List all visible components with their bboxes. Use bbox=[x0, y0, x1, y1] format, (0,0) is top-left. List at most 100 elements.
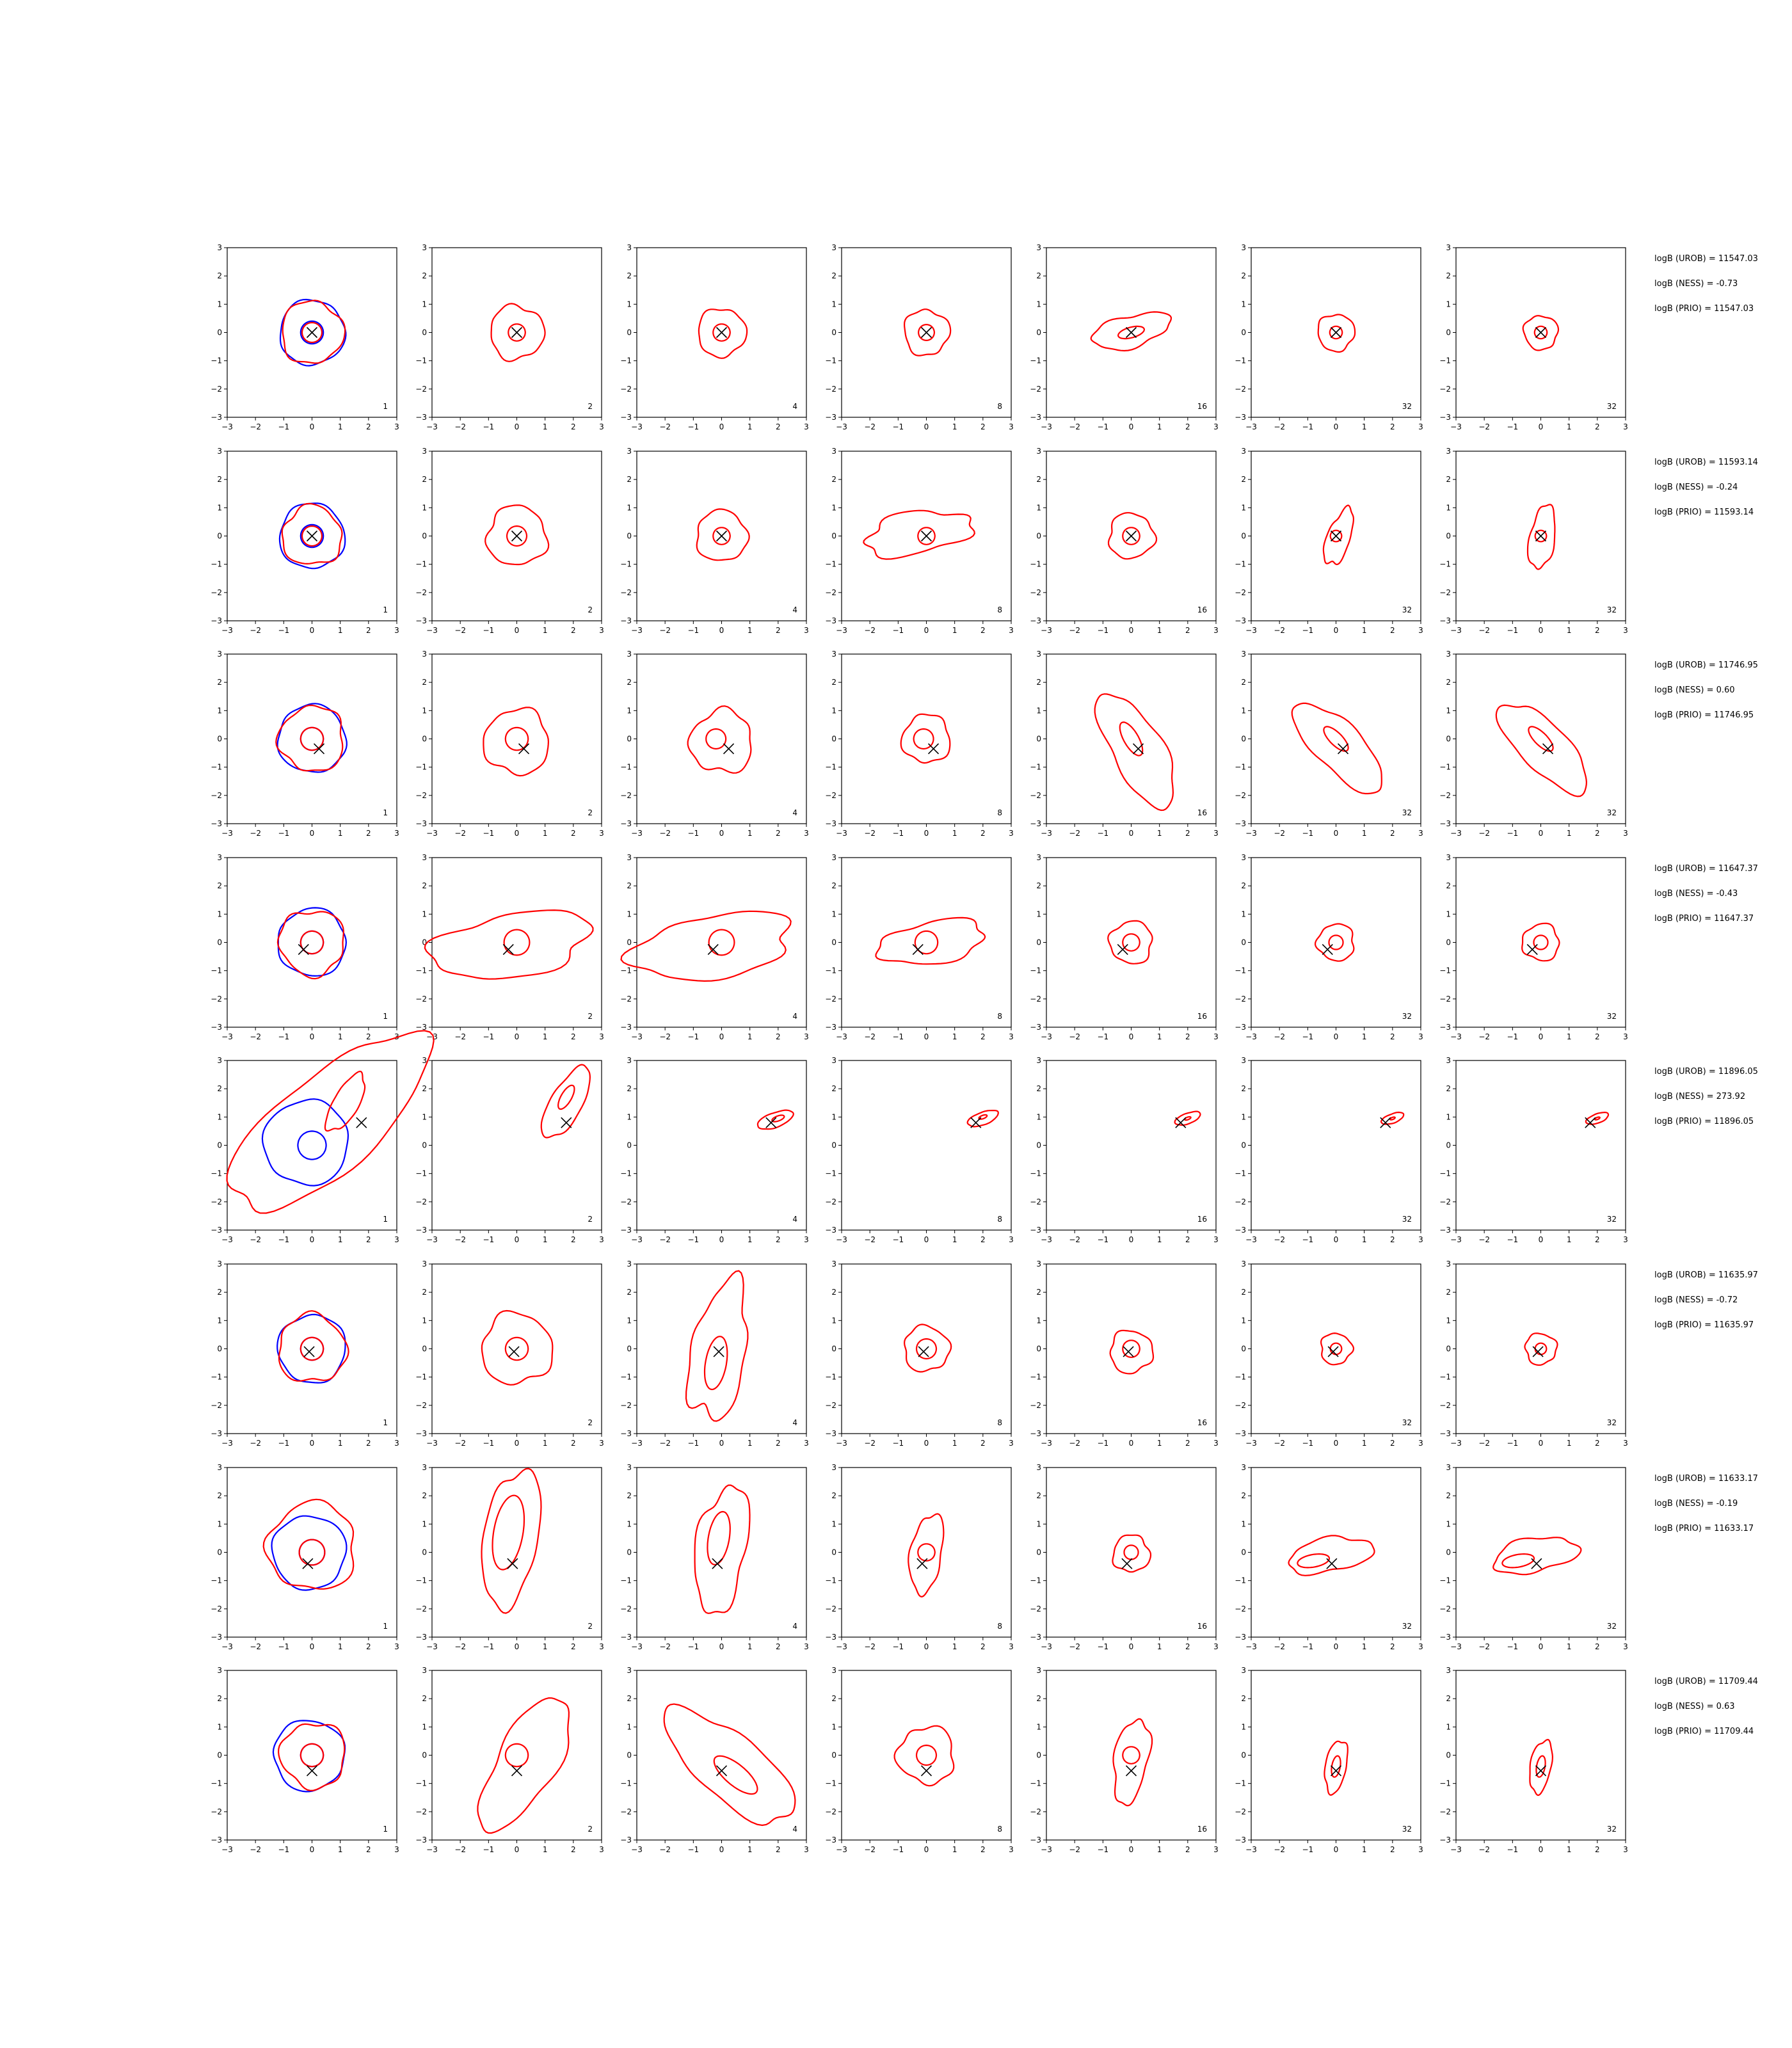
x-tick-label: 2 bbox=[366, 1642, 371, 1651]
x-tick-label: −1 bbox=[278, 1235, 289, 1244]
y-tick-label: −1 bbox=[620, 560, 632, 569]
x-tick-label: 0 bbox=[515, 1439, 520, 1448]
y-tick-label: 3 bbox=[1036, 1666, 1041, 1675]
x-tick-label: −1 bbox=[483, 1439, 494, 1448]
x-tick-label: −3 bbox=[631, 422, 643, 431]
y-tick-label: −2 bbox=[1235, 385, 1246, 394]
posterior-contour bbox=[903, 308, 952, 356]
posterior-contour bbox=[915, 1338, 938, 1360]
x-tick-label: 2 bbox=[1185, 1845, 1190, 1854]
y-tick-label: −1 bbox=[825, 356, 836, 365]
x-tick-label: 0 bbox=[515, 1032, 520, 1041]
x-tick-label: 3 bbox=[1623, 422, 1628, 431]
true-value-marker bbox=[716, 530, 728, 542]
y-tick-label: −1 bbox=[620, 966, 632, 975]
x-tick-label: 0 bbox=[1539, 829, 1544, 838]
y-tick-label: 2 bbox=[627, 475, 632, 484]
y-tick-label: −1 bbox=[1235, 763, 1246, 772]
logb-annotation: logB (NESS) = 0.63 bbox=[1654, 1702, 1735, 1711]
y-tick-label: −1 bbox=[620, 356, 632, 365]
y-tick-label: 0 bbox=[422, 1548, 427, 1557]
x-tick-label: −2 bbox=[1069, 626, 1080, 635]
posterior-contour bbox=[1117, 325, 1146, 340]
y-tick-label: 1 bbox=[831, 300, 836, 308]
y-tick-label: −3 bbox=[620, 819, 632, 828]
y-tick-label: 0 bbox=[422, 1141, 427, 1150]
posterior-contour bbox=[1534, 529, 1548, 543]
x-tick-label: −3 bbox=[1245, 422, 1257, 431]
y-tick-label: 3 bbox=[1446, 243, 1451, 252]
panel-r8-c7: −3−3 −2 −2 −1 −1 0 0 1 1 2 2 3 3 32 bbox=[1439, 1666, 1628, 1854]
y-tick-label: 1 bbox=[422, 1722, 427, 1731]
x-tick-label: −1 bbox=[278, 829, 289, 838]
y-tick-label: 0 bbox=[1241, 938, 1246, 947]
axes-frame bbox=[1455, 857, 1626, 1028]
y-tick-label: 1 bbox=[831, 1316, 836, 1325]
panel-r6-c1: −3−3 −2 −2 −1 −1 0 0 1 1 2 2 3 3 1 bbox=[211, 1260, 399, 1448]
x-tick-label: 1 bbox=[338, 1439, 343, 1448]
y-tick-label: 0 bbox=[422, 1751, 427, 1760]
logb-annotation: logB (UROB) = 11635.97 bbox=[1654, 1270, 1758, 1280]
posterior-contour bbox=[708, 929, 735, 956]
x-tick-label: 1 bbox=[1362, 1845, 1367, 1854]
posterior-contour bbox=[705, 728, 727, 750]
y-tick-label: 2 bbox=[1446, 475, 1451, 484]
y-tick-label: 1 bbox=[422, 909, 427, 918]
x-tick-label: −1 bbox=[483, 1845, 494, 1854]
y-tick-label: −1 bbox=[825, 1169, 836, 1178]
x-tick-label: −3 bbox=[426, 1235, 438, 1244]
axes-frame bbox=[227, 1467, 397, 1638]
x-tick-label: 3 bbox=[1009, 1032, 1014, 1041]
y-tick-label: 1 bbox=[217, 503, 222, 512]
true-value-marker bbox=[306, 1765, 318, 1777]
y-tick-label: −2 bbox=[415, 1807, 427, 1816]
y-tick-label: −3 bbox=[1439, 1226, 1451, 1235]
x-tick-label: −1 bbox=[278, 422, 289, 431]
posterior-contour bbox=[696, 508, 750, 561]
x-tick-label: 0 bbox=[719, 1235, 724, 1244]
y-tick-label: −3 bbox=[415, 1023, 427, 1032]
x-tick-label: 3 bbox=[804, 1845, 809, 1854]
y-tick-label: 1 bbox=[1241, 1316, 1246, 1325]
y-tick-label: 3 bbox=[1036, 447, 1041, 456]
x-tick-label: 0 bbox=[1129, 1235, 1134, 1244]
x-tick-label: 3 bbox=[1009, 829, 1014, 838]
posterior-contour bbox=[298, 1539, 326, 1566]
x-tick-label: 3 bbox=[394, 1439, 399, 1448]
x-tick-label: 0 bbox=[1539, 1032, 1544, 1041]
posterior-contour bbox=[1529, 1738, 1554, 1796]
panel-label: 8 bbox=[997, 1418, 1002, 1427]
x-tick-label: −3 bbox=[1245, 829, 1257, 838]
x-tick-label: −1 bbox=[1302, 1845, 1313, 1854]
true-value-marker bbox=[306, 530, 318, 542]
y-tick-label: 2 bbox=[627, 881, 632, 890]
posterior-contour bbox=[903, 1324, 952, 1373]
posterior-contour bbox=[506, 525, 528, 547]
x-tick-label: −3 bbox=[1041, 1032, 1052, 1041]
x-tick-label: 2 bbox=[366, 1235, 371, 1244]
panel-label: 16 bbox=[1197, 1418, 1207, 1427]
true-value-marker bbox=[1117, 943, 1128, 956]
posterior-contour bbox=[301, 321, 323, 344]
x-tick-label: −1 bbox=[687, 1642, 699, 1651]
panel-r1-c4: −3−3 −2 −2 −1 −1 0 0 1 1 2 2 3 3 8 bbox=[825, 243, 1014, 431]
x-tick-label: 1 bbox=[543, 1642, 548, 1651]
y-tick-label: −2 bbox=[1439, 1604, 1451, 1613]
y-tick-label: −2 bbox=[620, 791, 632, 800]
x-tick-label: 2 bbox=[1390, 626, 1395, 635]
posterior-contour bbox=[278, 1310, 349, 1382]
y-tick-label: 2 bbox=[831, 1694, 836, 1703]
x-tick-label: 2 bbox=[1185, 1439, 1190, 1448]
x-tick-label: 0 bbox=[1129, 1439, 1134, 1448]
x-tick-label: 2 bbox=[1595, 1439, 1600, 1448]
posterior-contour bbox=[1291, 702, 1382, 795]
posterior-contour bbox=[900, 713, 951, 764]
y-tick-label: −3 bbox=[825, 616, 836, 625]
x-tick-label: 3 bbox=[1213, 1439, 1219, 1448]
y-tick-label: 2 bbox=[831, 475, 836, 484]
panel-r7-c3: −3−3 −2 −2 −1 −1 0 0 1 1 2 2 3 3 4 bbox=[620, 1463, 809, 1651]
posterior-contour bbox=[504, 1336, 529, 1361]
y-tick-label: 2 bbox=[1241, 881, 1246, 890]
y-tick-label: −1 bbox=[620, 763, 632, 772]
